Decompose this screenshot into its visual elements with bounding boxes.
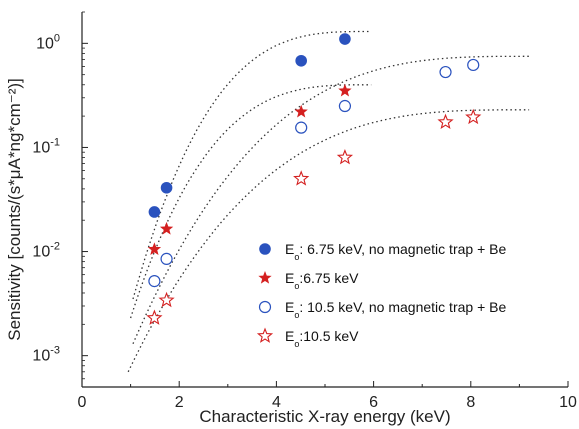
data-point-series-1 xyxy=(339,33,351,45)
fit-curve-2 xyxy=(129,84,372,319)
y-tick-label: 10-1 xyxy=(32,136,60,156)
y-tick-label: 10-2 xyxy=(32,241,60,261)
data-point-series-4 xyxy=(146,309,163,325)
legend-label-2: Eo:6.75 keV xyxy=(285,270,359,291)
data-point-series-2 xyxy=(338,83,352,97)
data-point-series-3 xyxy=(439,65,452,79)
x-tick-label: 4 xyxy=(272,394,281,411)
data-point-series-1 xyxy=(295,54,307,67)
x-tick-label: 6 xyxy=(369,394,378,411)
x-tick-label: 10 xyxy=(559,394,577,411)
data-point-series-4 xyxy=(465,108,482,125)
legend-marker-4 xyxy=(256,327,274,343)
data-points xyxy=(146,33,482,325)
x-tick-label: 8 xyxy=(466,394,475,411)
x-tick-label: 0 xyxy=(78,394,87,411)
legend: Eo: 6.75 keV, no magnetic trap + Be Eo:6.… xyxy=(256,241,506,349)
data-point-series-1 xyxy=(148,206,161,218)
data-point-series-4 xyxy=(158,291,175,308)
y-tick-label: 100 xyxy=(36,32,60,52)
legend-item-4: Eo:10.5 keV xyxy=(256,327,359,349)
legend-item-2: Eo:6.75 keV xyxy=(258,270,359,291)
legend-marker-2 xyxy=(258,271,272,284)
data-point-series-2 xyxy=(159,221,174,235)
fit-curve-4 xyxy=(127,109,530,373)
data-point-series-3 xyxy=(160,252,173,266)
legend-item-1: Eo: 6.75 keV, no magnetic trap + Be xyxy=(259,241,506,262)
fit-curve-1 xyxy=(132,30,372,300)
data-point-series-3 xyxy=(467,58,480,72)
data-point-series-4 xyxy=(293,170,310,186)
legend-label-1: Eo: 6.75 keV, no magnetic trap + Be xyxy=(285,241,506,262)
data-point-series-2 xyxy=(294,104,308,118)
legend-label-3: Eo: 10.5 keV, no magnetic trap + Be xyxy=(285,299,506,320)
legend-label-4: Eo:10.5 keV xyxy=(285,328,359,349)
data-point-series-3 xyxy=(295,121,308,134)
legend-item-3: Eo: 10.5 keV, no magnetic trap + Be xyxy=(258,299,506,320)
legend-marker-1 xyxy=(259,243,271,255)
fit-curves xyxy=(127,30,530,373)
axes: 0 2 4 6 8 10 10-3 10-2 10-1 100 xyxy=(32,11,577,411)
legend-marker-3 xyxy=(258,300,272,314)
data-point-series-3 xyxy=(148,275,161,288)
x-axis-label: Characteristic X-ray energy (keV) xyxy=(199,407,450,426)
x-tick-label: 2 xyxy=(175,394,184,411)
y-axis-label: Sensitivity [counts/(s*μA*ng*cm⁻²)] xyxy=(5,78,24,341)
y-tick-label: 10-3 xyxy=(32,345,60,365)
data-point-series-1 xyxy=(160,181,173,194)
data-point-series-4 xyxy=(437,113,454,130)
data-point-series-4 xyxy=(336,149,354,165)
data-point-series-2 xyxy=(147,242,162,256)
data-point-series-3 xyxy=(338,99,352,113)
